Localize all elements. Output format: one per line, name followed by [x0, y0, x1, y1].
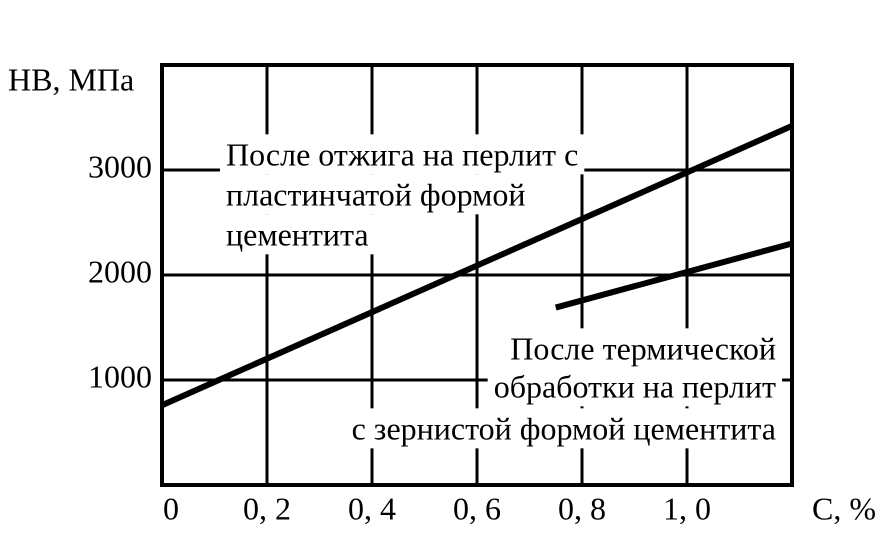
- y-tick-label: 2000: [88, 253, 152, 289]
- x-tick-label: 1, 0: [663, 490, 711, 526]
- annotation-background: [487, 366, 783, 407]
- data-line: [554, 240, 793, 311]
- y-axis-label: НВ, МПа: [8, 61, 134, 97]
- annotation: После отжига на перлит с: [226, 136, 578, 172]
- annotation: пластинчатой формой: [226, 176, 526, 212]
- y-tick-label: 1000: [88, 358, 152, 394]
- x-tick-label: 0, 4: [348, 490, 396, 526]
- annotation-background: [220, 174, 532, 215]
- plot-frame: [160, 63, 794, 487]
- annotation: обработки на перлит: [494, 368, 776, 404]
- annotation: с зернистой формой цементита: [352, 410, 776, 446]
- data-line: [160, 123, 794, 408]
- x-tick-label: 0: [163, 490, 179, 526]
- x-tick-label: 0, 2: [243, 490, 291, 526]
- x-tick-label: 0, 8: [558, 490, 606, 526]
- annotation: цементита: [226, 216, 369, 252]
- annotation-background: [504, 328, 782, 369]
- annotation: После термической: [510, 330, 776, 366]
- x-axis-label: С, %: [812, 490, 876, 526]
- annotation-background: [220, 214, 375, 255]
- x-tick-label: 0, 6: [453, 490, 501, 526]
- y-tick-label: 3000: [88, 148, 152, 184]
- annotation-background: [345, 408, 782, 449]
- annotation-background: [220, 134, 585, 175]
